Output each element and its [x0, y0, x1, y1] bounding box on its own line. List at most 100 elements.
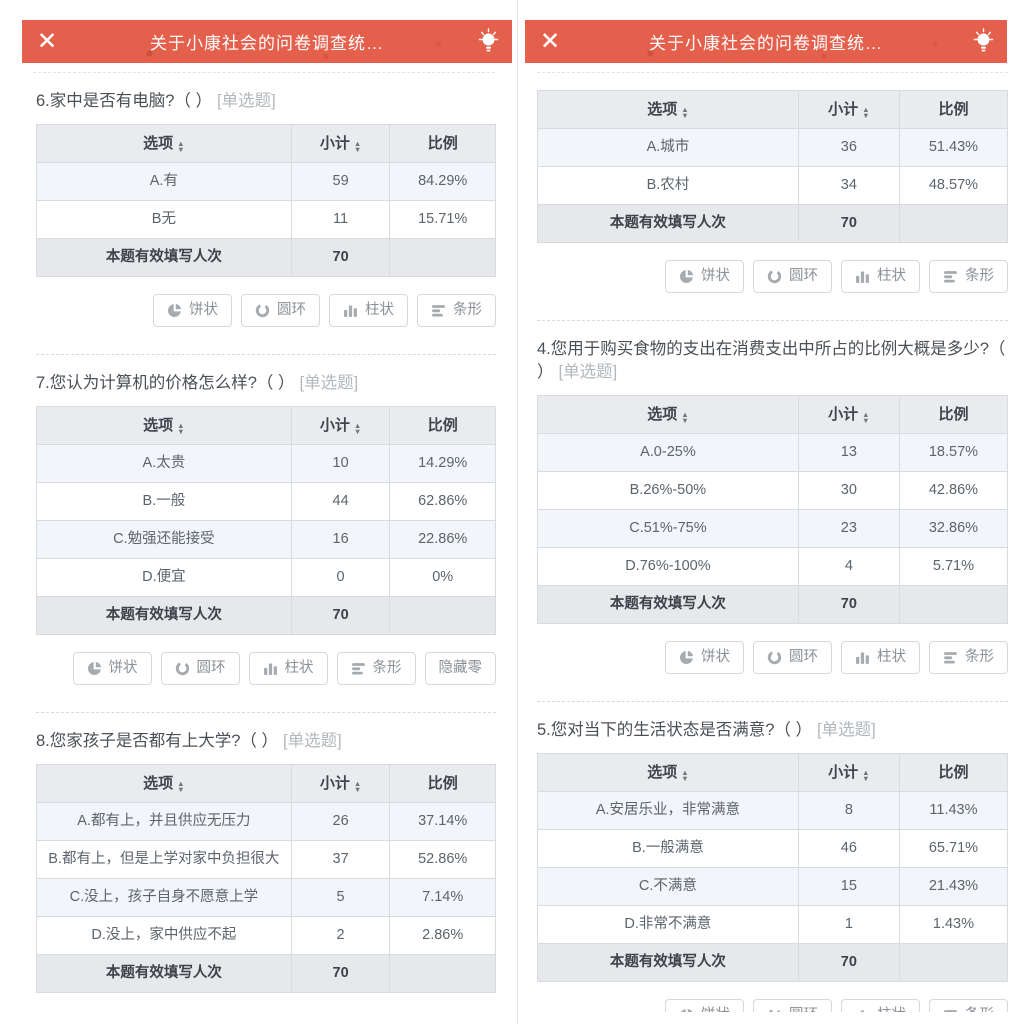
ring-chart-button[interactable]: 圆环: [160, 652, 240, 685]
close-icon[interactable]: ✕: [37, 27, 58, 55]
table-row: C.51%-75% 23 32.86%: [537, 509, 1009, 548]
pie-chart-button[interactable]: 饼状: [665, 260, 744, 293]
results-table: 选项 ▲ ▼ 小计 ▲ ▼ 比例 A.0-25% 13 18.57% B.26%-50% 30 42.8…: [537, 395, 1009, 624]
results-table: 选项 ▲ ▼ 小计 ▲ ▼ 比例 A.有 59 84.29% B无 11 15.71% 本题有效填写人次 7…: [36, 124, 496, 277]
question-type-tag: [单选题]: [299, 374, 359, 392]
bar-chart-button[interactable]: 条形: [417, 294, 496, 327]
column-chart-button[interactable]: 柱状: [841, 641, 920, 674]
question-type-tag: [单选题]: [217, 92, 276, 110]
column-header-option[interactable]: 选项 ▲ ▼: [36, 764, 292, 803]
chart-type-buttons: 饼状 圆环 柱状 条形: [537, 260, 1008, 293]
bar-chart-icon: [431, 303, 446, 318]
pie-icon: [167, 303, 182, 318]
table-row: D.76%-100% 4 5.71%: [537, 547, 1009, 586]
column-header-option[interactable]: 选项 ▲ ▼: [36, 124, 292, 163]
column-chart-icon: [855, 269, 870, 284]
pie-chart-button[interactable]: 饼状: [72, 652, 152, 685]
ring-chart-button[interactable]: 圆环: [753, 999, 832, 1012]
sort-icon: ▲ ▼: [353, 779, 362, 794]
column-chart-button[interactable]: 柱状: [841, 999, 920, 1012]
column-header-option[interactable]: 选项 ▲ ▼: [537, 395, 799, 434]
ring-chart-button[interactable]: 圆环: [753, 641, 832, 674]
column-header-subtotal[interactable]: 小计 ▲ ▼: [797, 90, 900, 129]
table-header-row: 选项 ▲ ▼ 小计 ▲ ▼ 比例: [36, 406, 496, 445]
bar-chart-button[interactable]: 条形: [929, 641, 1008, 674]
ratio-cell: 5.71%: [898, 547, 1009, 586]
table-row: A.安居乐业，非常满意 8 11.43%: [537, 791, 1009, 830]
app-header: ✕ 关于小康社会的问卷调查统…: [525, 20, 1007, 63]
footer-total-cell: 70: [290, 954, 391, 993]
column-chart-button[interactable]: 柱状: [329, 294, 408, 327]
pie-icon: [679, 269, 694, 284]
column-header-subtotal[interactable]: 小计 ▲ ▼: [290, 124, 391, 163]
footer-empty-cell: [389, 238, 496, 277]
question-type-tag: [单选题]: [283, 732, 342, 750]
column-header-label: 小计: [828, 101, 859, 118]
section-divider: [36, 712, 496, 713]
column-header-option[interactable]: 选项 ▲ ▼: [537, 753, 799, 792]
sort-icon: ▲ ▼: [681, 105, 689, 120]
hide-zero-button[interactable]: 隐藏零: [424, 652, 496, 685]
results-table: 选项 ▲ ▼ 小计 ▲ ▼ 比例 A.都有上，并且供应无压力 26 37.14% B.都有上，但是上…: [36, 764, 496, 993]
ratio-cell: 18.57%: [898, 433, 1009, 472]
bar-chart-button[interactable]: 条形: [336, 652, 416, 685]
column-header-subtotal[interactable]: 小计 ▲ ▼: [797, 753, 900, 792]
pie-chart-button[interactable]: 饼状: [665, 999, 744, 1012]
option-cell: B.农村: [537, 166, 799, 205]
pie-chart-button[interactable]: 饼状: [153, 294, 232, 327]
bar-chart-icon: [351, 661, 366, 676]
ring-chart-button[interactable]: 圆环: [753, 260, 832, 293]
left-screenshot-panel: ✕ 关于小康社会的问卷调查统… 6.家中是否有电脑?（: [0, 20, 517, 993]
bar-chart-button[interactable]: 条形: [929, 999, 1008, 1012]
column-header-label: 选项: [143, 135, 174, 152]
close-icon[interactable]: ✕: [540, 27, 561, 55]
table-row: A.0-25% 13 18.57%: [537, 433, 1009, 472]
question-section: 选项 ▲ ▼ 小计 ▲ ▼ 比例 A.城市 36 51.43% B.农村 34 48.57% 本题有效填写…: [537, 90, 1009, 293]
column-header-subtotal[interactable]: 小计 ▲ ▼: [797, 395, 900, 434]
section-divider: [537, 320, 1008, 321]
table-row: A.太贵 10 14.29%: [36, 444, 496, 483]
header-separator: [537, 72, 1008, 73]
lightbulb-icon[interactable]: [478, 28, 499, 55]
column-header-option[interactable]: 选项 ▲ ▼: [537, 90, 799, 129]
ratio-cell: 2.86%: [389, 916, 496, 955]
chart-button-label: 隐藏零: [438, 660, 483, 677]
subtotal-cell: 13: [797, 433, 900, 472]
table-header-row: 选项 ▲ ▼ 小计 ▲ ▼ 比例: [537, 753, 1009, 792]
table-row: C.没上，孩子自身不愿意上学 5 7.14%: [36, 878, 496, 917]
column-header-subtotal[interactable]: 小计 ▲ ▼: [290, 406, 391, 445]
pie-chart-button[interactable]: 饼状: [665, 641, 744, 674]
column-header-ratio: 比例: [389, 124, 496, 163]
table-footer-row: 本题有效填写人次 70: [36, 954, 496, 993]
left-panel-content: 6.家中是否有电脑?（ ） [单选题] 选项 ▲ ▼ 小计 ▲ ▼ 比例 A.有 59 84.29% B…: [0, 90, 517, 993]
sort-icon: ▲ ▼: [177, 779, 185, 794]
sort-icon: ▲ ▼: [681, 410, 689, 425]
table-header-row: 选项 ▲ ▼ 小计 ▲ ▼ 比例: [36, 764, 496, 803]
column-header-label: 选项: [143, 417, 174, 434]
column-header-label: 小计: [319, 775, 350, 792]
table-row: B.农村 34 48.57%: [537, 166, 1009, 205]
option-cell: D.没上，家中供应不起: [36, 916, 292, 955]
ratio-cell: 15.71%: [389, 200, 496, 239]
pie-icon: [679, 1008, 694, 1012]
lightbulb-icon[interactable]: [973, 28, 994, 55]
chart-button-label: 条形: [965, 649, 994, 666]
column-header-option[interactable]: 选项 ▲ ▼: [36, 406, 292, 445]
bar-chart-button[interactable]: 条形: [929, 260, 1008, 293]
question-text: 7.您认为计算机的价格怎么样?（ ）: [36, 374, 295, 392]
sort-icon: ▲ ▼: [177, 421, 185, 436]
ring-chart-button[interactable]: 圆环: [241, 294, 320, 327]
chart-type-buttons: 饼状 圆环 柱状 条形: [36, 294, 496, 327]
option-cell: B.一般满意: [537, 829, 799, 868]
chart-button-label: 饼状: [701, 649, 730, 666]
column-chart-button[interactable]: 柱状: [248, 652, 328, 685]
column-chart-button[interactable]: 柱状: [841, 260, 920, 293]
subtotal-cell: 11: [290, 200, 391, 239]
option-cell: A.太贵: [36, 444, 292, 483]
ring-chart-icon: [767, 269, 782, 284]
column-chart-icon: [263, 661, 278, 676]
ratio-cell: 11.43%: [898, 791, 1009, 830]
table-row: B.一般 44 62.86%: [36, 482, 496, 521]
column-header-subtotal[interactable]: 小计 ▲ ▼: [290, 764, 391, 803]
table-row: D.非常不满意 1 1.43%: [537, 905, 1009, 944]
